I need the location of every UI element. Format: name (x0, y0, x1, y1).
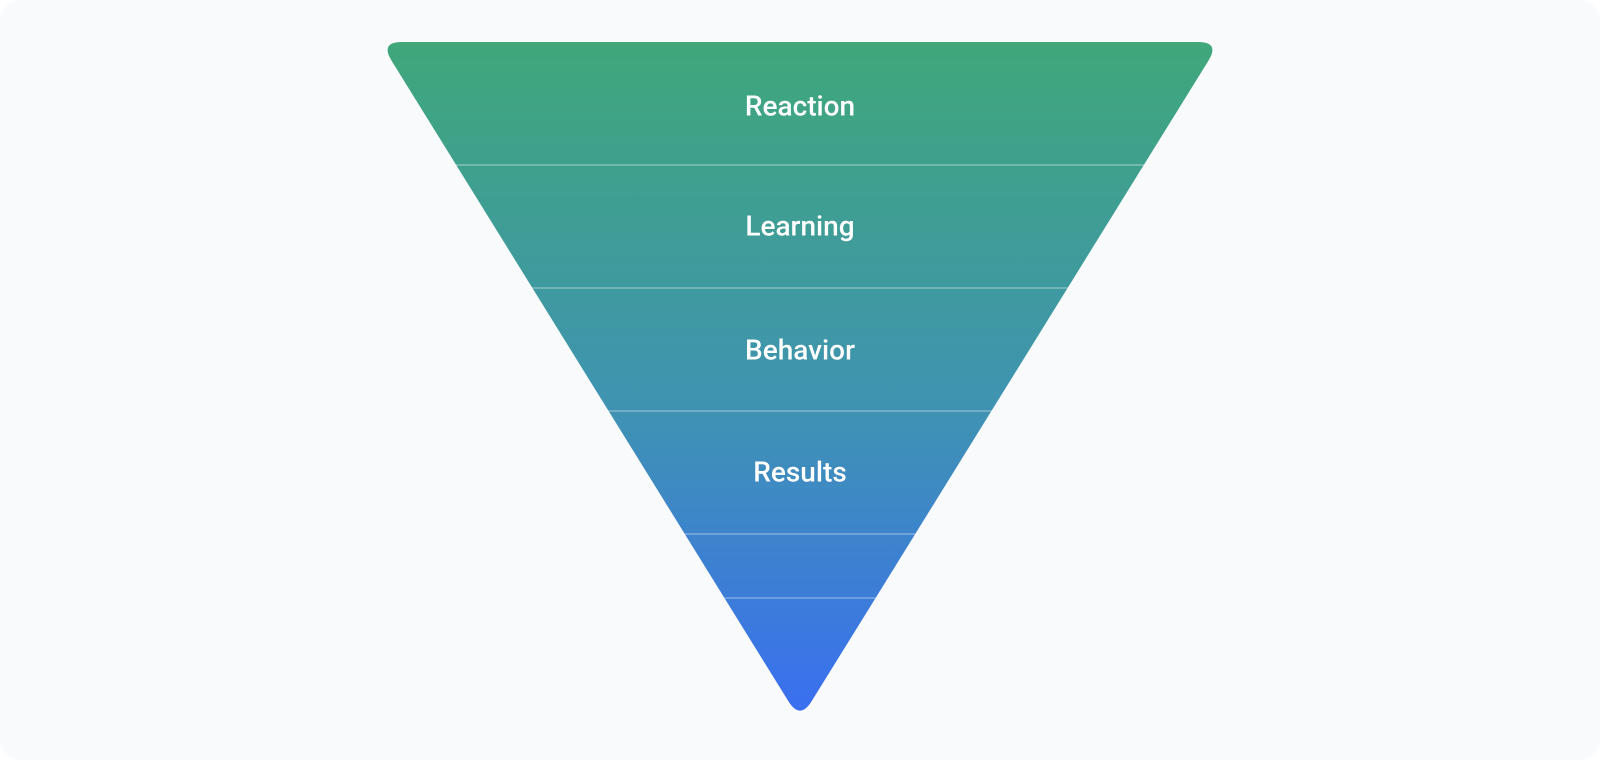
funnel-band-label: Results (753, 455, 846, 488)
funnel-band-label: Learning (745, 209, 854, 242)
funnel-triangle (388, 42, 1213, 711)
funnel-band-label: Behavior (745, 333, 855, 366)
diagram-canvas: Reaction Learning Behavior Results (0, 0, 1600, 760)
funnel-diagram: Reaction Learning Behavior Results (360, 0, 1240, 760)
funnel-band-label: Reaction (745, 89, 855, 122)
